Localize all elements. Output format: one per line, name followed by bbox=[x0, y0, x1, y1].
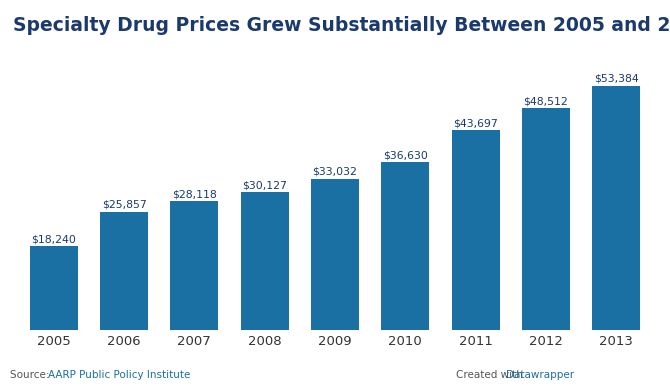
Bar bbox=[381, 162, 429, 330]
Bar bbox=[100, 211, 148, 330]
Text: $18,240: $18,240 bbox=[31, 234, 76, 245]
Text: $48,512: $48,512 bbox=[524, 96, 568, 106]
Text: $36,630: $36,630 bbox=[383, 151, 427, 160]
Text: $30,127: $30,127 bbox=[243, 180, 287, 190]
Text: Specialty Drug Prices Grew Substantially Between 2005 and 2013: Specialty Drug Prices Grew Substantially… bbox=[13, 16, 670, 35]
Text: $25,857: $25,857 bbox=[102, 200, 146, 210]
Text: Source:: Source: bbox=[10, 370, 53, 380]
Text: Datawrapper: Datawrapper bbox=[506, 370, 574, 380]
Text: Created with: Created with bbox=[456, 370, 526, 380]
Bar bbox=[452, 130, 500, 330]
Bar bbox=[29, 246, 78, 330]
Bar bbox=[170, 201, 218, 330]
Bar bbox=[311, 179, 359, 330]
Text: $43,697: $43,697 bbox=[454, 118, 498, 128]
Text: $33,032: $33,032 bbox=[313, 167, 357, 177]
Text: AARP Public Policy Institute: AARP Public Policy Institute bbox=[48, 370, 191, 380]
Bar bbox=[592, 86, 641, 330]
Text: $28,118: $28,118 bbox=[172, 190, 216, 199]
Bar bbox=[522, 108, 570, 330]
Bar bbox=[241, 192, 289, 330]
Text: $53,384: $53,384 bbox=[594, 74, 639, 84]
